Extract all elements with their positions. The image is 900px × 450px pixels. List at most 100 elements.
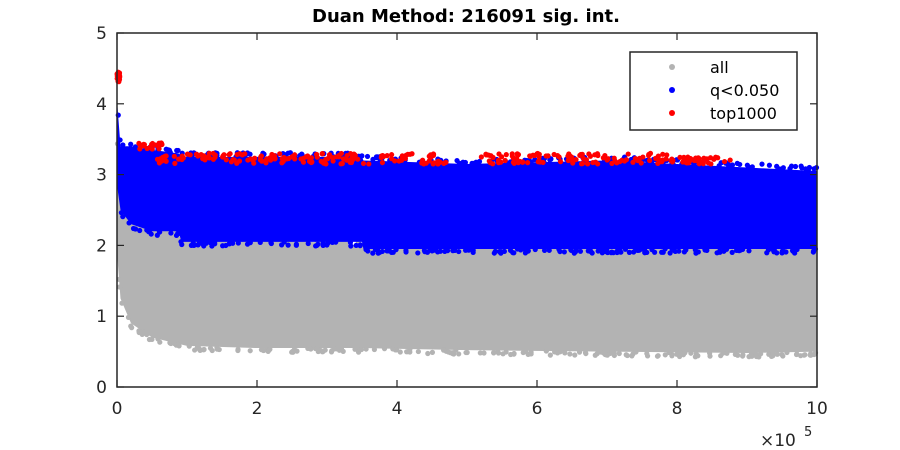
data-point: [119, 300, 125, 306]
y-tick-label: 4: [96, 95, 107, 115]
plot-area: [114, 69, 820, 360]
data-point: [257, 157, 263, 163]
data-point: [304, 153, 311, 159]
data-point: [794, 246, 800, 253]
x-tick-label: 0: [112, 399, 123, 419]
data-point: [388, 156, 395, 162]
data-point: [203, 240, 209, 246]
data-point: [490, 154, 496, 161]
data-point: [186, 343, 192, 349]
axes-frame: [116, 32, 818, 388]
data-point: [198, 151, 204, 158]
y-tick-label: 2: [96, 236, 107, 256]
data-point: [517, 158, 523, 165]
data-point: [116, 284, 123, 290]
data-point: [528, 351, 534, 357]
data-point: [398, 157, 405, 163]
data-point: [125, 314, 132, 320]
data-point: [319, 151, 326, 157]
data-point: [543, 153, 549, 159]
data-point: [771, 249, 777, 255]
data-point: [536, 157, 542, 164]
data-point: [299, 151, 305, 157]
data-point: [247, 156, 254, 162]
data-point: [632, 155, 639, 162]
data-point: [132, 144, 139, 150]
data-point: [426, 153, 432, 159]
data-point: [557, 159, 564, 165]
data-point: [562, 349, 568, 356]
data-point: [798, 163, 804, 169]
data-point: [567, 351, 573, 357]
data-point: [641, 246, 648, 252]
data-point: [720, 350, 726, 356]
data-point: [379, 248, 385, 255]
data-point: [633, 246, 639, 253]
data-point: [595, 248, 601, 254]
data-point: [191, 242, 197, 248]
data-point: [292, 156, 298, 162]
data-point: [483, 152, 489, 158]
data-point: [390, 346, 396, 352]
data-point: [319, 349, 326, 355]
data-point: [759, 161, 765, 167]
data-point: [117, 137, 123, 143]
data-point: [653, 155, 659, 161]
data-point: [502, 157, 508, 164]
data-point: [491, 350, 497, 356]
data-point: [371, 346, 378, 353]
data-point: [515, 152, 521, 158]
data-point: [120, 142, 126, 148]
data-point: [336, 347, 343, 353]
data-point: [646, 151, 652, 158]
data-point: [568, 247, 574, 253]
data-point: [375, 250, 381, 256]
data-point: [576, 349, 583, 355]
data-point: [209, 347, 215, 354]
data-point: [407, 349, 413, 355]
data-point: [158, 140, 165, 146]
data-point: [509, 151, 515, 157]
data-point: [390, 249, 396, 255]
data-point: [510, 159, 516, 165]
data-point: [403, 247, 409, 253]
x-tick-label: 10: [806, 399, 828, 419]
legend-label: top1000: [710, 104, 777, 123]
x-axis-multiplier: ×10 5: [760, 425, 812, 450]
data-point: [314, 154, 320, 160]
data-point: [695, 353, 701, 359]
data-point: [139, 331, 145, 337]
data-point: [292, 152, 298, 158]
data-point: [729, 249, 735, 255]
data-point: [644, 353, 651, 359]
data-point: [788, 163, 795, 169]
data-point: [622, 246, 628, 252]
data-point: [610, 250, 616, 256]
data-point: [571, 250, 577, 256]
data-point: [214, 346, 220, 352]
data-point: [525, 160, 531, 166]
data-point: [168, 230, 174, 236]
data-point: [339, 160, 345, 167]
data-point: [589, 250, 595, 256]
data-point: [708, 161, 714, 167]
data-point: [137, 146, 143, 152]
data-point: [491, 250, 497, 256]
data-point: [496, 160, 502, 166]
data-point: [230, 156, 236, 163]
data-point: [547, 352, 553, 358]
data-point: [370, 250, 376, 256]
data-point: [287, 150, 293, 156]
data-point: [172, 160, 178, 166]
data-point: [349, 155, 355, 162]
data-point: [352, 152, 358, 158]
data-point: [664, 152, 670, 158]
data-point: [171, 153, 177, 159]
data-point: [584, 161, 591, 167]
data-point: [677, 349, 683, 355]
data-point: [205, 154, 211, 160]
data-point: [271, 153, 278, 159]
data-point: [663, 156, 669, 162]
data-point: [435, 158, 441, 164]
data-point: [118, 210, 124, 216]
